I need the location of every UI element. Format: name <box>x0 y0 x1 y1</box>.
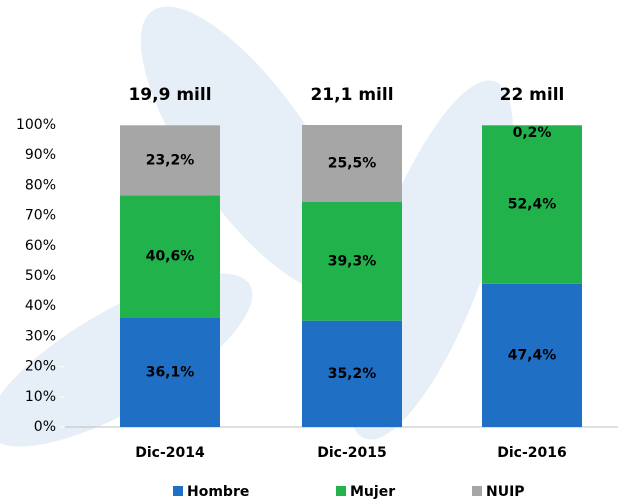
legend-label: NUIP <box>486 484 525 500</box>
y-tick-label: 80% <box>25 177 56 193</box>
value-label: 25,5% <box>328 156 377 172</box>
y-tick-label: 20% <box>25 359 56 375</box>
value-label: 39,3% <box>328 253 377 269</box>
total-label: 22 mill <box>500 85 565 105</box>
watermark <box>0 0 547 478</box>
y-tick-label: 90% <box>25 147 56 163</box>
legend-swatch <box>336 486 346 496</box>
legend-swatch <box>472 486 482 496</box>
y-tick-label: 70% <box>25 208 56 224</box>
x-tick-label: Dic-2014 <box>135 445 205 461</box>
value-label: 23,2% <box>146 152 195 168</box>
value-label: 35,2% <box>328 366 377 382</box>
y-tick-label: 100% <box>16 117 56 133</box>
x-tick-label: Dic-2015 <box>317 445 387 461</box>
total-label: 21,1 mill <box>310 85 393 105</box>
total-label: 19,9 mill <box>128 85 211 105</box>
legend-label: Hombre <box>187 484 249 500</box>
y-tick-label: 40% <box>25 298 56 314</box>
value-label: 36,1% <box>146 364 195 380</box>
legend-swatch <box>173 486 183 496</box>
value-label: 40,6% <box>146 249 195 265</box>
y-tick-label: 0% <box>34 419 56 435</box>
y-tick-label: 10% <box>25 389 56 405</box>
x-tick-label: Dic-2016 <box>497 445 567 461</box>
legend-label: Mujer <box>350 484 395 500</box>
y-tick-label: 30% <box>25 328 56 344</box>
value-label: 47,4% <box>508 347 557 363</box>
value-label: 52,4% <box>508 197 557 213</box>
chart: 0% 10% 20% 30% 40% 50% 60% 70% 80% 90% 100% 36,1% 40… <box>0 0 618 504</box>
value-label: 0,2% <box>513 125 552 141</box>
y-tick-label: 60% <box>25 238 56 254</box>
y-tick-label: 50% <box>25 268 56 284</box>
